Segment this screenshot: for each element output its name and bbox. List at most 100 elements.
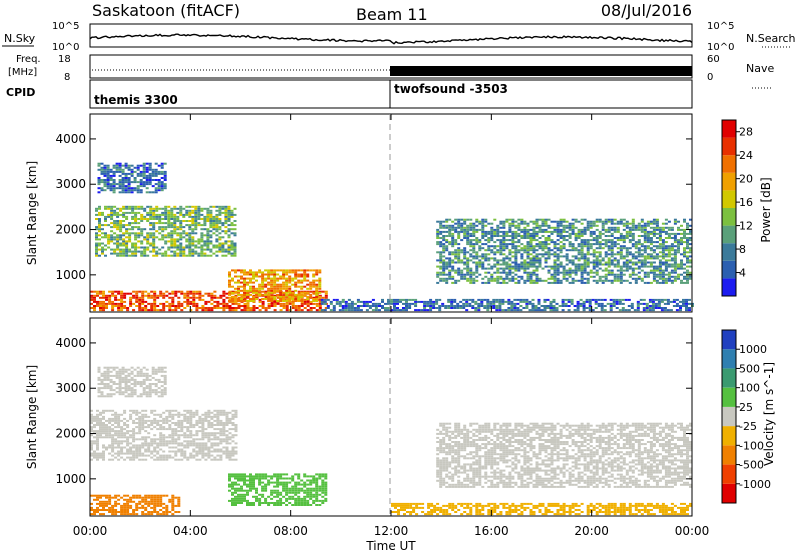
echo-cell-4 [609,309,613,312]
echo-cell-1 [227,236,231,239]
echo-cell-0 [249,307,253,309]
echo-cell-2 [148,183,152,186]
echo-cell-5 [511,265,515,268]
echo-cell-4 [618,298,622,301]
echo-cell-4 [468,298,472,301]
echo-cell-0 [99,292,102,295]
echo-cell-1 [110,238,114,241]
echo-cell-0 [192,296,196,299]
echo-cell-1 [103,387,107,390]
echo-cell-3 [258,271,262,274]
echo-cell-0 [135,409,139,412]
echo-cell-1 [106,395,110,398]
echo-cell-5 [670,263,674,266]
echo-cell-0 [309,302,313,305]
echo-cell-0 [186,419,190,422]
echo-cell-0 [129,434,133,437]
echo-cell-0 [147,448,151,451]
echo-cell-5 [580,257,584,260]
echo-cell-0 [141,417,145,420]
echo-cell-5 [658,235,662,237]
echo-cell-0 [246,307,250,309]
echo-cell-3 [249,298,252,300]
echo-cell-5 [451,220,455,223]
echo-cell-1 [170,240,174,243]
echo-cell-0 [129,300,133,303]
echo-cell-5 [643,265,647,268]
echo-cell-4 [378,309,381,312]
echo-cell-5 [631,232,635,235]
echo-cell-0 [123,417,127,420]
echo-cell-5 [625,230,629,233]
echo-cell-4 [435,302,439,305]
echo-cell-4 [567,300,571,303]
echo-cell-5 [472,247,476,250]
echo-cell-0 [198,442,202,445]
echo-cell-2 [118,181,122,184]
echo-cell-0 [192,298,196,301]
echo-cell-5 [535,255,539,258]
echo-cell-5 [680,261,683,264]
echo-cell-5 [583,232,587,235]
echo-cell-3 [318,279,322,282]
echo-cell-1 [212,252,216,255]
echo-cell-0 [285,309,289,312]
echo-cell-4 [672,305,676,307]
echo-cell-0 [192,448,196,451]
echo-cell-0 [96,305,99,307]
echo-cell-2 [118,162,122,165]
echo-cell-0 [147,442,151,445]
echo-cell-0 [204,434,208,437]
echo-cell-0 [105,428,108,431]
echo-cell-1 [116,215,120,218]
echo-cell-1 [218,213,222,216]
echo-cell-5 [604,253,608,256]
echo-cell-0 [303,290,307,293]
echo-cell-4 [501,309,505,312]
echo-cell-5 [565,263,569,266]
echo-cell-4 [582,300,586,303]
echo-cell-2 [136,189,140,192]
echo-cell-5 [577,232,581,235]
echo-cell-1 [155,218,159,220]
echo-cell-1 [194,207,198,210]
echo-cell-5 [664,273,668,276]
echo-cell-5 [442,277,446,280]
echo-cell-4 [525,298,529,301]
echo-cell-0 [222,440,226,443]
echo-cell-5 [460,230,464,233]
echo-cell-5 [442,267,446,270]
echo-cell-5 [652,230,656,233]
echo-cell-5 [637,265,641,268]
echo-cell-0 [204,300,208,303]
echo-cell-5 [514,232,518,235]
echo-cell-5 [631,271,635,274]
echo-cell-5 [689,243,692,246]
echo-cell-1 [224,209,228,212]
echo-cell-5 [607,279,611,282]
echo-cell-1 [128,234,132,237]
echo-cell-5 [472,232,476,235]
echo-cell-0 [102,302,105,305]
echo-cell-5 [523,232,527,235]
echo-cell-0 [204,415,208,418]
echo-cell-5 [673,222,677,225]
echo-cell-3 [261,271,265,274]
echo-cell-0 [192,440,196,443]
echo-cell-5 [683,251,686,254]
echo-cell-4 [630,302,634,305]
echo-cell-5 [496,235,500,237]
echo-cell-1 [125,205,129,208]
echo-cell-5 [523,281,527,284]
echo-cell-0 [213,442,217,445]
echo-cell-5 [436,228,440,231]
echo-cell-5 [526,273,530,276]
echo-cell-0 [138,426,142,429]
echo-cell-4 [489,302,493,305]
echo-cell-0 [216,442,220,445]
echo-cell-0 [150,411,154,414]
echo-cell-1 [218,244,222,247]
echo-cell-0 [183,307,187,309]
echo-cell-3 [231,269,234,272]
echo-cell-0 [210,292,214,295]
